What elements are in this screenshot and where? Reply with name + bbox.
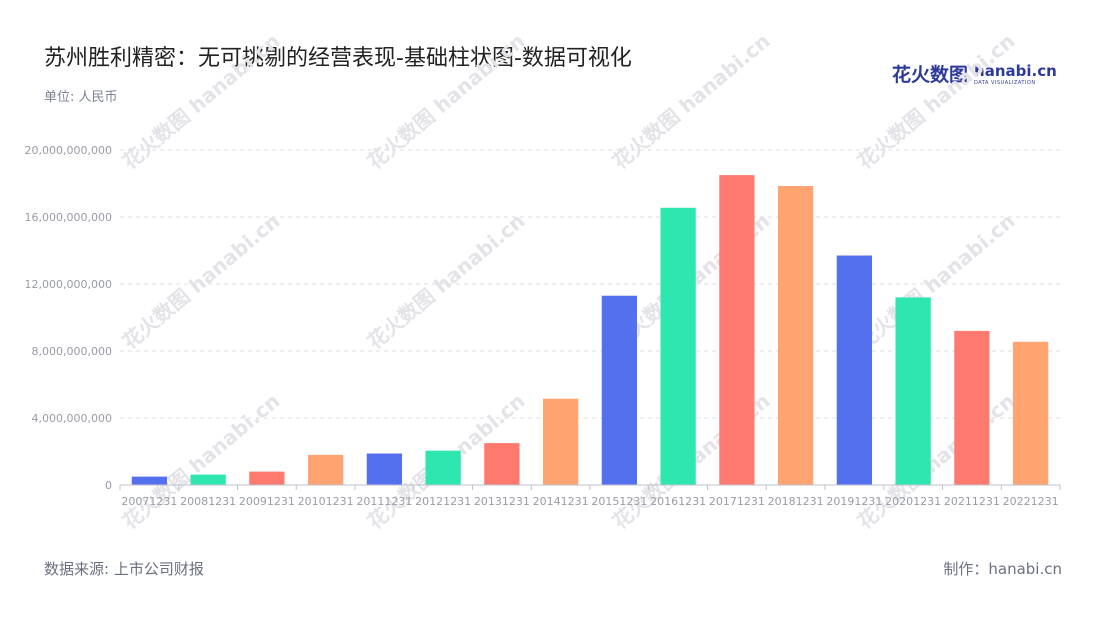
x-tick-label: 20151231	[591, 495, 647, 508]
x-tick-label: 20101231	[298, 495, 354, 508]
watermark-text: 花火数图 hanabi.cn	[608, 29, 775, 174]
y-tick-label: 0	[105, 479, 112, 492]
watermark-text: 花火数图 hanabi.cn	[853, 29, 1020, 174]
bar	[484, 443, 520, 485]
y-tick-label: 12,000,000,000	[25, 278, 112, 291]
bar	[660, 207, 696, 485]
bar	[836, 255, 872, 485]
bar-series	[131, 175, 1049, 485]
x-tick-label: 20191231	[826, 495, 882, 508]
watermark-text: 花火数图 hanabi.cn	[853, 389, 1020, 534]
logo-subtitle: DATA VISUALIZATION	[974, 80, 1036, 86]
x-tick-label: 20141231	[533, 495, 589, 508]
x-tick-label: 20181231	[768, 495, 824, 508]
bar	[778, 186, 814, 485]
bar	[601, 295, 637, 485]
bar	[366, 453, 402, 485]
watermark-text: 花火数图 hanabi.cn	[363, 209, 530, 354]
y-axis: 0 4,000,000,000 8,000,000,000 12,000,000,00…	[25, 144, 112, 492]
y-tick-label: 20,000,000,000	[25, 144, 112, 157]
bar	[1013, 341, 1049, 485]
logo-en-text: hanabi.cn	[974, 62, 1057, 80]
watermark-text: 花火数图 hanabi.cn	[853, 209, 1020, 354]
bar	[308, 454, 344, 485]
logo-en-block: hanabi.cn DATA VISUALIZATION	[974, 64, 1057, 86]
watermark-text: 花火数图 hanabi.cn	[118, 209, 285, 354]
y-tick-label: 8,000,000,000	[32, 345, 112, 358]
logo-cn-text: 花火数图	[892, 64, 969, 86]
bar	[543, 398, 579, 485]
watermark-text: 花火数图 hanabi.cn	[118, 29, 285, 174]
x-tick-label: 20081231	[180, 495, 236, 508]
hanabi-logo: 花火数图 hanabi.cn DATA VISUALIZATION	[892, 58, 1057, 87]
bar	[719, 175, 755, 485]
watermark-text: 花火数图 hanabi.cn	[363, 29, 530, 174]
bar	[425, 450, 461, 485]
unit-label: 单位: 人民币	[44, 90, 118, 105]
x-tick-label: 20121231	[415, 495, 471, 508]
x-tick-label: 20161231	[650, 495, 706, 508]
bar	[131, 476, 167, 485]
x-tick-label: 20131231	[474, 495, 530, 508]
chart-title: 苏州胜利精密：无可挑剔的经营表现-基础柱状图-数据可视化	[44, 46, 632, 71]
x-tick-label: 20201231	[885, 495, 941, 508]
x-tick-label: 20171231	[709, 495, 765, 508]
y-tick-label: 16,000,000,000	[25, 211, 112, 224]
x-tick-label: 20221231	[1003, 495, 1059, 508]
x-tick-label: 20071231	[121, 495, 177, 508]
y-tick-label: 4,000,000,000	[32, 412, 112, 425]
x-tick-label: 20091231	[239, 495, 295, 508]
bar	[954, 330, 990, 485]
x-tick-label: 20211231	[944, 495, 1000, 508]
watermark-text: 花火数图 hanabi.cn	[118, 389, 285, 534]
data-source: 数据来源: 上市公司财报	[44, 560, 204, 578]
bar	[190, 474, 226, 485]
bar	[249, 471, 285, 485]
credit-text: 制作：hanabi.cn	[943, 560, 1062, 578]
x-tick-label: 20111231	[356, 495, 412, 508]
x-axis: 20071231 20081231 20091231 20101231 20111231…	[119, 484, 1061, 508]
bar	[895, 297, 931, 485]
